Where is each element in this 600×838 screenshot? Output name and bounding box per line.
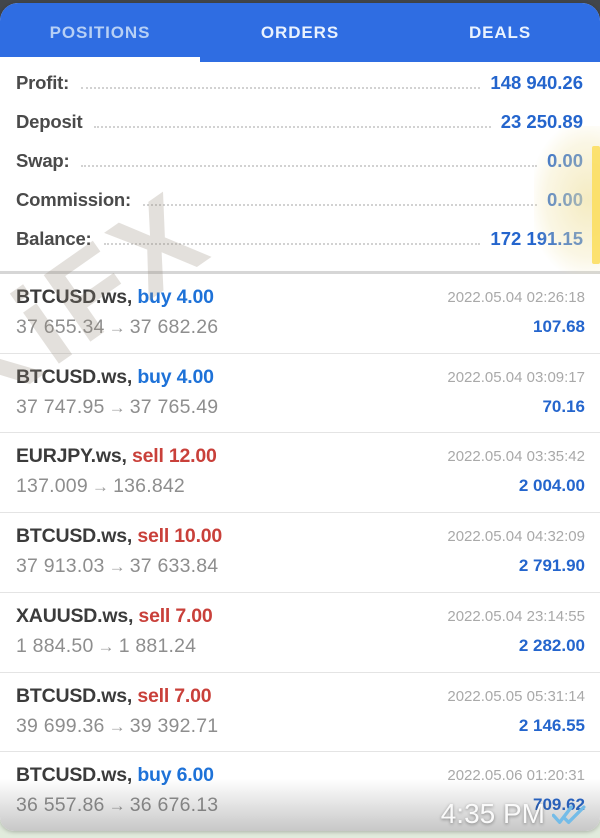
deal-profit: 2 146.55 bbox=[518, 715, 585, 735]
deal-profit: 2 282.00 bbox=[518, 635, 585, 655]
summary-value: 0.00 bbox=[546, 189, 583, 210]
deal-prices: 37 655.34 → 37 682.26 bbox=[16, 316, 219, 338]
deal-time: 2022.05.05 05:31:14 bbox=[447, 687, 585, 705]
summary-value: 23 250.89 bbox=[500, 111, 583, 132]
deal-time: 2022.05.04 04:32:09 bbox=[447, 528, 585, 546]
deal-prices: 37 747.95 → 37 765.49 bbox=[16, 395, 219, 418]
summary-value: 148 940.26 bbox=[490, 72, 583, 93]
message-timestamp: 4:35 PM bbox=[441, 798, 588, 830]
deal-profit: 2 004.00 bbox=[518, 476, 585, 496]
dotted-leader bbox=[81, 76, 481, 89]
deal-side-volume: buy 4.00 bbox=[137, 365, 214, 388]
trading-history-screen: POSITIONS ORDERS DEALS Profit: 148 940.2… bbox=[0, 3, 600, 831]
deal-prices: 1 884.50 → 1 881.24 bbox=[16, 634, 197, 657]
tab-deals[interactable]: DEALS bbox=[468, 22, 532, 42]
deal-profit: 107.68 bbox=[533, 317, 585, 336]
deal-row[interactable]: EURJPY.ws, sell 12.00 137.009 → 136.842 20… bbox=[0, 433, 600, 514]
timestamp-text: 4:35 PM bbox=[440, 798, 545, 829]
deal-prices: 137.009 → 136.842 bbox=[16, 475, 185, 498]
summary-value: 0.00 bbox=[546, 150, 583, 171]
deal-side-volume: buy 4.00 bbox=[137, 286, 214, 308]
summary-row-commission: Commission: 0.00 bbox=[16, 189, 583, 228]
dotted-leader bbox=[81, 154, 537, 167]
arrow-right-icon: → bbox=[108, 397, 126, 417]
deal-time: 2022.05.04 03:35:42 bbox=[447, 448, 585, 466]
account-summary: Profit: 148 940.26 Deposit 23 250.89 Swa… bbox=[0, 62, 600, 271]
summary-row-balance: Balance: 172 191.15 bbox=[16, 228, 583, 267]
tab-positions[interactable]: POSITIONS bbox=[49, 22, 151, 42]
deal-prices: 36 557.86 → 36 676.13 bbox=[16, 794, 219, 817]
deal-profit: 709.62 bbox=[533, 795, 585, 815]
summary-label: Swap: bbox=[16, 150, 70, 171]
deal-side-volume: sell 7.00 bbox=[137, 684, 212, 707]
arrow-right-icon: → bbox=[108, 318, 126, 337]
deal-side-volume: sell 12.00 bbox=[131, 445, 217, 468]
dotted-leader bbox=[103, 232, 481, 245]
tab-orders[interactable]: ORDERS bbox=[260, 22, 340, 42]
deal-symbol: BTCUSD.ws, bbox=[16, 286, 133, 308]
arrow-right-icon: → bbox=[108, 716, 126, 736]
deal-row[interactable]: BTCUSD.ws, buy 6.00 36 557.86 → 36 676.13 … bbox=[0, 752, 600, 831]
deal-side-volume: buy 6.00 bbox=[137, 764, 214, 787]
deal-row[interactable]: BTCUSD.ws, buy 4.00 37 655.34 → 37 682.26 … bbox=[0, 274, 600, 354]
summary-value: 172 191.15 bbox=[490, 228, 583, 249]
deal-row[interactable]: BTCUSD.ws, sell 10.00 37 913.03 → 37 633.8… bbox=[0, 513, 600, 593]
tab-bar: POSITIONS ORDERS DEALS bbox=[0, 3, 600, 62]
deal-profit: 2 791.90 bbox=[518, 556, 585, 576]
deal-time: 2022.05.04 03:09:17 bbox=[447, 368, 585, 386]
deal-row[interactable]: XAUUSD.ws, sell 7.00 1 884.50 → 1 881.24 2… bbox=[0, 592, 600, 673]
deal-symbol: XAUUSD.ws, bbox=[16, 604, 134, 627]
summary-row-deposit: Deposit 23 250.89 bbox=[16, 111, 583, 150]
deal-time: 2022.05.06 01:20:31 bbox=[447, 767, 585, 785]
deal-profit: 70.16 bbox=[542, 396, 585, 416]
dotted-leader bbox=[94, 115, 491, 128]
deal-symbol: BTCUSD.ws, bbox=[16, 684, 133, 707]
arrow-right-icon: → bbox=[97, 636, 115, 656]
arrow-right-icon: → bbox=[91, 477, 110, 497]
deal-side-volume: sell 10.00 bbox=[137, 525, 223, 548]
deal-prices: 39 699.36 → 39 392.71 bbox=[16, 714, 219, 737]
deal-time: 2022.05.04 02:26:18 bbox=[447, 289, 585, 306]
deal-prices: 37 913.03 → 37 633.84 bbox=[16, 555, 219, 578]
deals-list: BTCUSD.ws, buy 4.00 37 655.34 → 37 682.26 … bbox=[0, 274, 600, 831]
double-check-icon bbox=[552, 801, 588, 827]
summary-row-swap: Swap: 0.00 bbox=[16, 150, 583, 189]
deal-time: 2022.05.04 23:14:55 bbox=[447, 607, 585, 625]
summary-label: Balance: bbox=[16, 228, 92, 249]
deal-side-volume: sell 7.00 bbox=[138, 604, 213, 627]
arrow-right-icon: → bbox=[108, 557, 126, 577]
summary-label: Profit: bbox=[16, 72, 70, 93]
summary-label: Deposit bbox=[16, 111, 83, 132]
deal-row[interactable]: BTCUSD.ws, sell 7.00 39 699.36 → 39 392.71… bbox=[0, 672, 600, 753]
summary-row-profit: Profit: 148 940.26 bbox=[16, 72, 583, 111]
deal-row[interactable]: BTCUSD.ws, buy 4.00 37 747.95 → 37 765.49 … bbox=[0, 353, 600, 434]
deal-symbol: EURJPY.ws, bbox=[16, 445, 127, 468]
deal-symbol: BTCUSD.ws, bbox=[16, 525, 133, 548]
dotted-leader bbox=[142, 193, 537, 206]
active-tab-indicator bbox=[0, 57, 201, 62]
section-divider bbox=[0, 271, 600, 274]
summary-label: Commission: bbox=[16, 189, 131, 210]
deal-symbol: BTCUSD.ws, bbox=[16, 764, 133, 787]
deal-symbol: BTCUSD.ws, bbox=[16, 365, 133, 388]
arrow-right-icon: → bbox=[108, 796, 126, 816]
